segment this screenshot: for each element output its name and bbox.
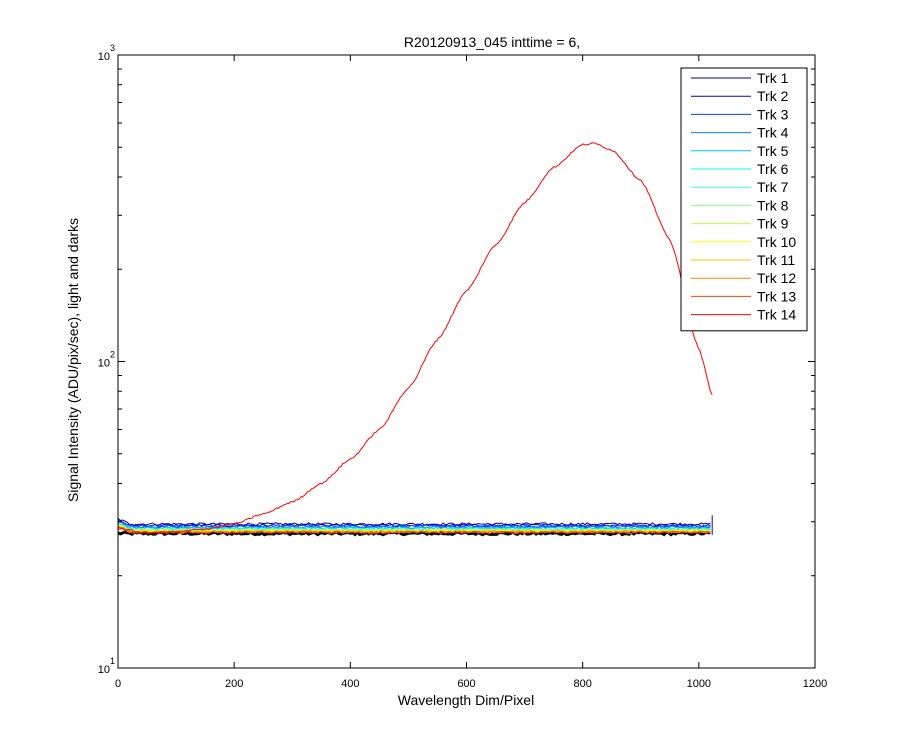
legend-label: Trk 6 [757, 161, 789, 177]
x-tick-label: 1000 [687, 678, 711, 690]
y-tick-exponent: 2 [110, 350, 115, 360]
legend: Trk 1 Trk 2 Trk 3 Trk 4 Trk 5 Trk 6 Trk 7 Trk 8… [680, 67, 808, 332]
y-tick-label: 10 [98, 664, 110, 676]
series-line-trk-3 [117, 520, 711, 529]
y-tick-exponent: 1 [110, 656, 115, 666]
dark-traces [117, 530, 711, 537]
legend-label: Trk 11 [757, 252, 795, 268]
legend-label: Trk 9 [757, 216, 789, 232]
x-tick-label: 600 [457, 678, 475, 690]
dark-trace [117, 530, 711, 537]
legend-item: Trk 5 [691, 143, 789, 159]
legend-item: Trk 12 [691, 270, 796, 286]
x-tick-label: 200 [225, 678, 243, 690]
legend-item: Trk 13 [691, 288, 796, 304]
legend-item: Trk 4 [691, 125, 789, 141]
legend-label: Trk 7 [757, 179, 789, 195]
legend-label: Trk 13 [757, 288, 796, 304]
x-tick-label: 0 [115, 678, 121, 690]
legend-item: Trk 11 [691, 252, 795, 268]
legend-item: Trk 9 [691, 216, 789, 232]
legend-item: Trk 1 [691, 70, 789, 86]
legend-item: Trk 10 [691, 234, 796, 250]
x-tick-label: 400 [341, 678, 359, 690]
y-tick-label: 10 [98, 51, 110, 63]
legend-item: Trk 14 [691, 307, 796, 323]
y-tick-exponent: 3 [110, 43, 115, 53]
legend-label: Trk 10 [757, 234, 796, 250]
legend-item: Trk 2 [691, 88, 789, 104]
legend-label: Trk 5 [757, 143, 789, 159]
x-axis-label: Wavelength Dim/Pixel [398, 692, 534, 708]
legend-label: Trk 12 [757, 270, 796, 286]
legend-item: Trk 3 [691, 106, 789, 122]
legend-label: Trk 3 [757, 106, 789, 122]
x-tick-label: 1200 [803, 678, 827, 690]
chart-title: R20120913_045 inttime = 6, [404, 34, 580, 50]
legend-label: Trk 1 [757, 70, 789, 86]
legend-label: Trk 2 [757, 88, 789, 104]
series-line-trk-5 [117, 521, 711, 530]
x-tick-label: 800 [573, 678, 591, 690]
legend-box [680, 67, 808, 332]
legend-label: Trk 8 [757, 197, 789, 213]
legend-label: Trk 14 [757, 307, 796, 323]
legend-item: Trk 8 [691, 197, 789, 213]
series-line-trk-14 [117, 142, 713, 534]
legend-item: Trk 7 [691, 179, 789, 195]
series-line-trk-10 [117, 524, 711, 533]
legend-item: Trk 6 [691, 161, 789, 177]
y-tick-label: 10 [98, 358, 110, 370]
legend-label: Trk 4 [757, 125, 789, 141]
y-axis-label: Signal Intensity (ADU/pix/sec), light an… [65, 218, 81, 502]
series-line-trk-13 [117, 525, 711, 535]
